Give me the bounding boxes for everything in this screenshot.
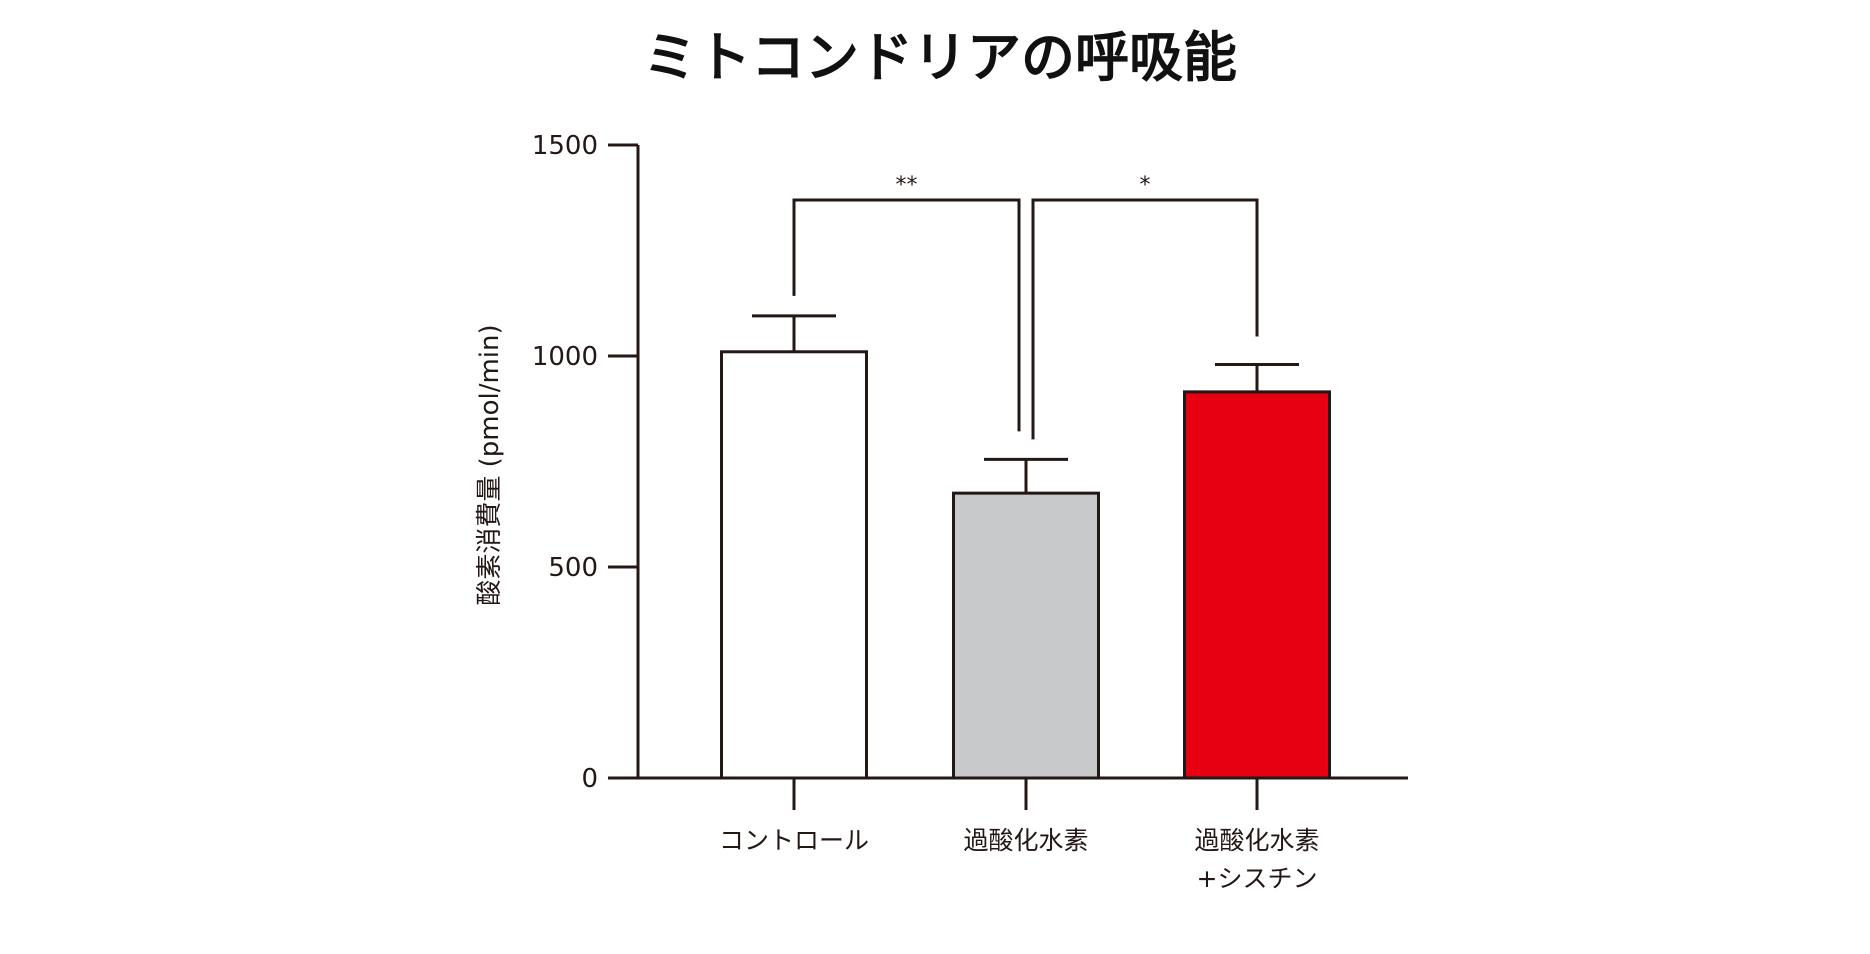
bar-2: [1183, 390, 1331, 780]
chart-title: ミトコンドリアの呼吸能: [643, 26, 1237, 89]
significance-label-1: *: [1140, 173, 1151, 198]
significance-label-0: **: [896, 173, 918, 198]
category-label-2-0: 過酸化水素: [1194, 826, 1319, 855]
error-bars-layer: [752, 314, 1299, 494]
y-axis-label: 酸素消費量 (pmol/min): [475, 324, 505, 605]
y-tick-label-500: 500: [548, 553, 598, 583]
axes-layer: 0 500 1000 1500 コントロール 過酸化水素 過酸化水素 +シスチン: [532, 131, 1408, 893]
significance-bracket-0: [792, 198, 1021, 432]
category-label-1-0: 過酸化水素: [963, 826, 1088, 855]
bar-1: [952, 491, 1100, 780]
y-tick-label-1000: 1000: [532, 342, 598, 372]
category-label-2-1: +シスチン: [1197, 864, 1318, 893]
bar-0: [720, 350, 868, 780]
significance-layer: ** *: [792, 173, 1259, 440]
category-label-0-0: コントロール: [719, 826, 869, 855]
bars-layer: [720, 350, 1331, 780]
y-tick-label-0: 0: [581, 764, 598, 794]
significance-bracket-1: [1031, 198, 1259, 440]
y-tick-label-1500: 1500: [532, 131, 598, 161]
